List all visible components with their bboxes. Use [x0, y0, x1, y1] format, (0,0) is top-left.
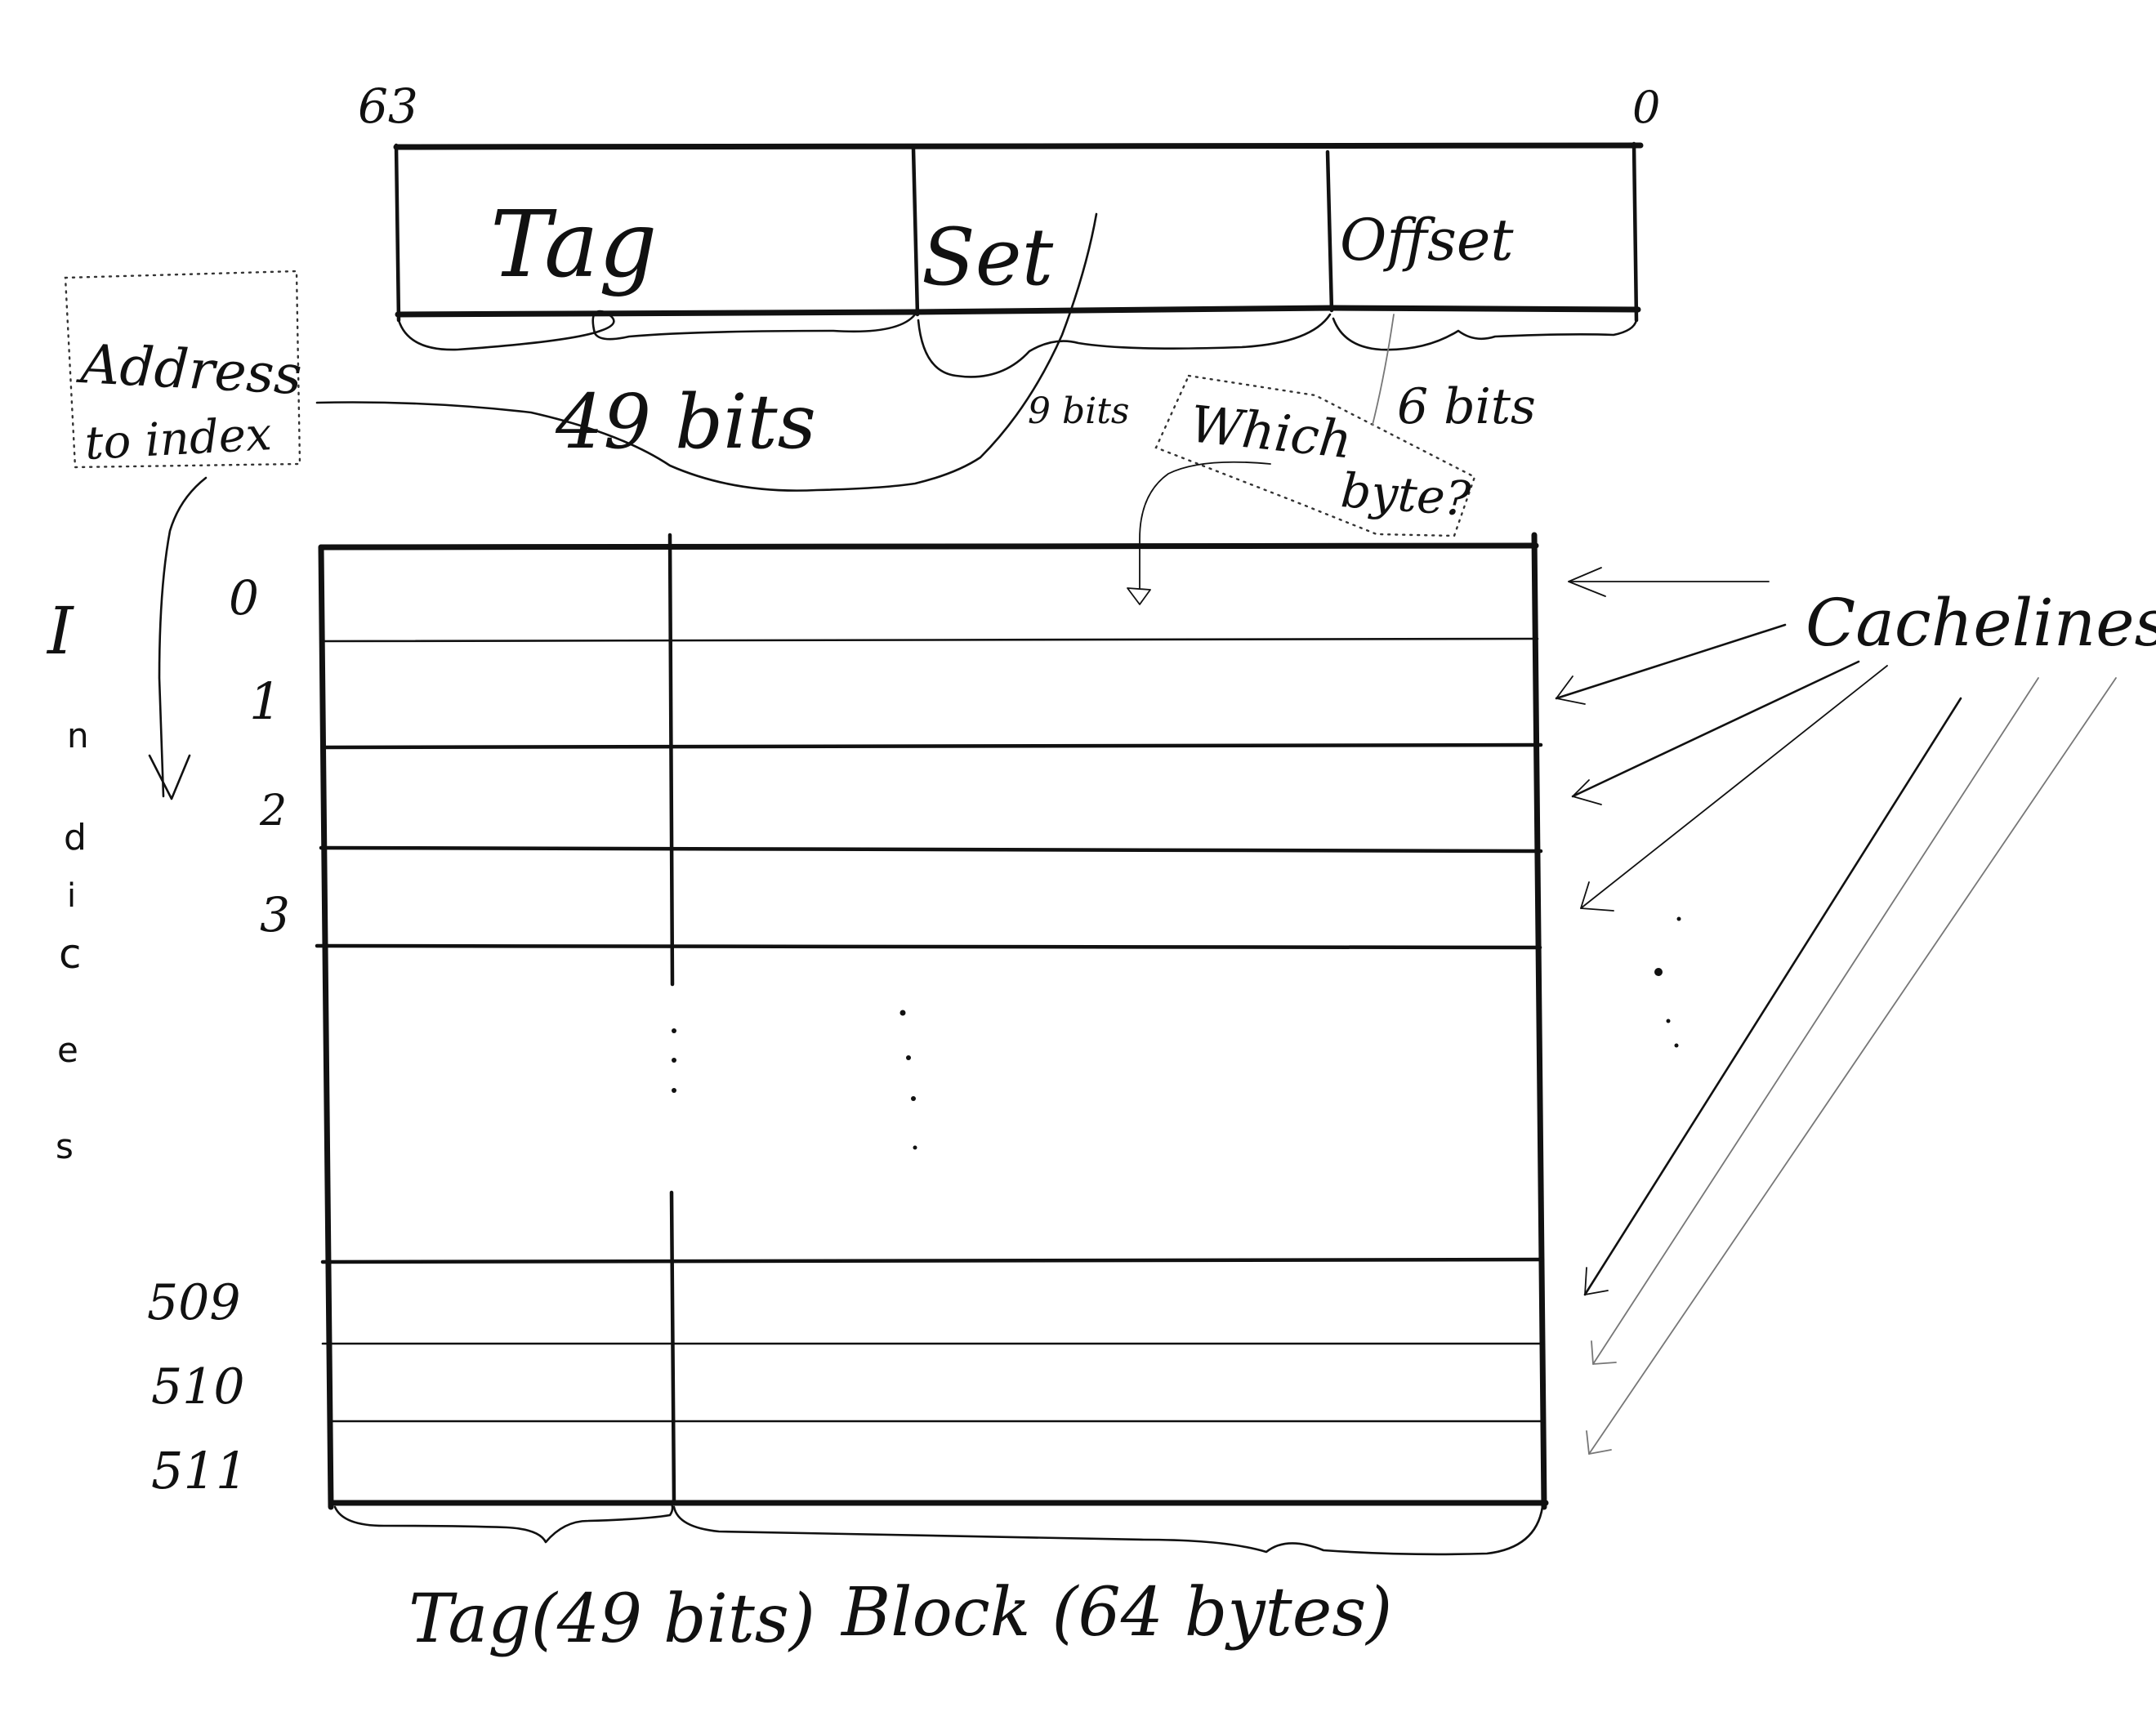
address-note-line-2: to index [83, 408, 273, 470]
cacheline-arrowhead-7 [1586, 1430, 1612, 1455]
address-divider-tag-set [911, 146, 920, 317]
set-width-label: 9 bits [1028, 390, 1129, 432]
address-to-set-connector [315, 212, 1098, 492]
indices-label: I n d i c e s [46, 593, 89, 1166]
row-line-2 [323, 742, 1543, 750]
cacheline-arrowhead-6 [1591, 1340, 1617, 1365]
address-to-index-note: Address to index [64, 212, 1098, 800]
row-index-2: 2 [259, 787, 287, 836]
cacheline-arrow-3 [1571, 660, 1860, 798]
which-byte-note: Which byte? [1127, 314, 1476, 605]
indices-letter-c: c [59, 930, 82, 978]
row-line-1 [321, 637, 1539, 643]
cache-table-right [1531, 532, 1547, 1510]
cache-table [315, 532, 1549, 1510]
cacheline-arrow-4 [1580, 665, 1888, 909]
indices-letter-d: d [64, 817, 87, 858]
cacheline-arrowhead-1 [1568, 567, 1606, 597]
row-indices: 0 1 2 3 509 510 511 [147, 570, 290, 1500]
row-line-4 [315, 943, 1542, 950]
which-byte-line-1: Which [1187, 394, 1355, 470]
row-index-0: 0 [229, 570, 259, 626]
offset-to-which-byte-line [1372, 314, 1395, 426]
address-layout: 63 0 Tag Set Offset 49 bits 9 bits 6 bit… [358, 78, 1660, 466]
indices-letter-s: s [56, 1126, 74, 1166]
cacheline-arrow-7 [1588, 677, 2117, 1455]
column-labels: Tag(49 bits) Block (64 bytes) [333, 1501, 1544, 1658]
indices-letter-n: n [67, 716, 89, 756]
address-box-top [393, 142, 1644, 150]
tag-width-label: 49 bits [555, 378, 816, 466]
offset-field-label: Offset [1340, 207, 1514, 274]
cache-table-top [318, 542, 1539, 551]
indices-letter-e: e [57, 1030, 78, 1070]
cacheline-arrow-5 [1583, 697, 1962, 1296]
set-brace [917, 313, 1332, 378]
cacheline-arrowhead-2 [1556, 675, 1586, 705]
row-index-511: 511 [151, 1441, 248, 1500]
row-index-509: 509 [147, 1274, 241, 1331]
cachelines-label: Cachelines [1806, 585, 2156, 661]
tag-ellipsis [672, 1028, 676, 1093]
offset-width-label: 6 bits [1397, 378, 1536, 435]
indices-letter-i2: i [67, 877, 76, 915]
address-to-indices-arrowhead [148, 754, 191, 800]
cachelines-annotation: Cachelines [1555, 567, 2156, 1455]
tag-column-brace [333, 1501, 674, 1544]
address-box-bottom [395, 305, 1641, 318]
address-note-line-1: Address [74, 332, 303, 407]
cacheline-arrowhead-5 [1584, 1267, 1609, 1295]
address-to-indices-arrow [158, 476, 208, 798]
address-box-left [394, 143, 401, 323]
row-index-3: 3 [260, 887, 290, 943]
row-index-510: 510 [151, 1358, 245, 1416]
block-ellipsis [899, 1010, 917, 1150]
which-byte-arrow [1139, 461, 1271, 589]
address-box-right [1632, 141, 1639, 323]
cachelines-ellipsis [1654, 916, 1681, 1048]
which-byte-line-2: byte? [1339, 462, 1473, 527]
indices-letter-i: I [46, 593, 74, 669]
set-field-label: Set [922, 212, 1054, 303]
bit-63-label: 63 [358, 78, 418, 134]
tag-column-label: Tag(49 bits) [408, 1580, 815, 1658]
cacheline-arrowhead-4 [1580, 881, 1614, 912]
block-column-label: Block (64 bytes) [840, 1574, 1392, 1652]
cacheline-arrowhead-3 [1572, 779, 1602, 805]
bit-0-label: 0 [1632, 82, 1660, 133]
address-note-box [64, 270, 301, 469]
block-column-brace [672, 1505, 1544, 1556]
offset-brace [1332, 317, 1638, 351]
cache-table-left [318, 544, 334, 1510]
row-line-5 [320, 1257, 1545, 1264]
tag-block-divider-upper [667, 533, 675, 987]
cacheline-arrow-6 [1592, 677, 2039, 1365]
tag-brace [397, 310, 917, 351]
row-line-3 [319, 845, 1543, 854]
cacheline-arrow-2 [1555, 623, 1787, 700]
which-byte-arrowhead [1127, 587, 1151, 605]
tag-field-label: Tag [490, 192, 657, 298]
row-index-1: 1 [249, 671, 281, 731]
address-divider-set-offset [1325, 149, 1334, 313]
tag-block-divider-lower [669, 1190, 676, 1505]
